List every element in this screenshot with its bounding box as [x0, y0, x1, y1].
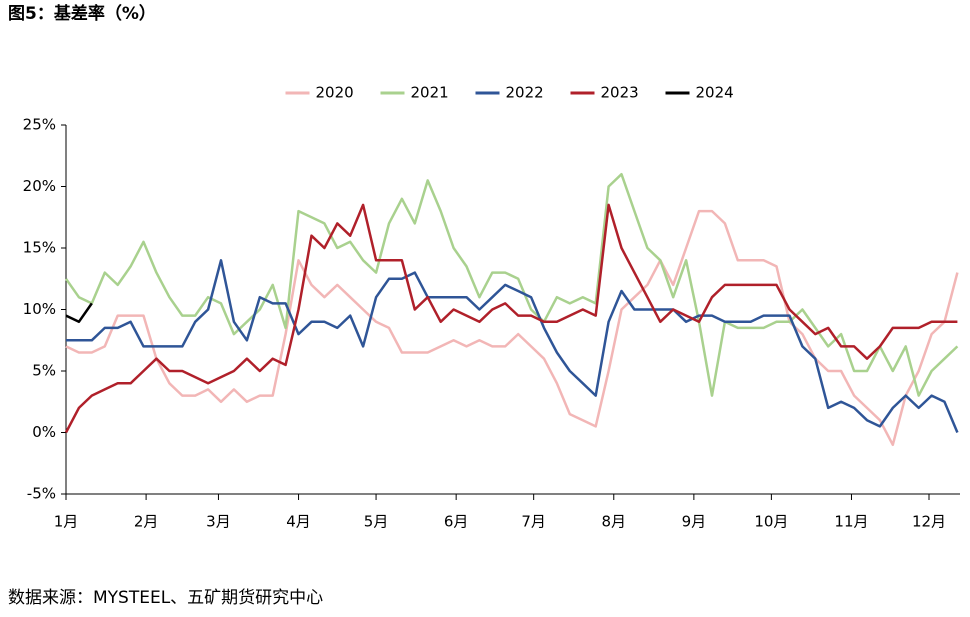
- legend-label: 2022: [506, 84, 544, 102]
- x-tick-label: 7月: [521, 513, 546, 531]
- legend-label: 2023: [601, 84, 639, 102]
- y-tick-label: 15%: [23, 239, 56, 257]
- y-tick-label: 20%: [23, 177, 56, 195]
- x-tick-label: 4月: [286, 513, 311, 531]
- y-tick-label: 0%: [32, 423, 56, 441]
- series-line: [64, 203, 958, 434]
- y-tick-label: 5%: [32, 362, 56, 380]
- series-line: [65, 209, 959, 447]
- series-line: [64, 172, 959, 397]
- x-tick-label: 8月: [601, 513, 626, 531]
- x-tick-label: 12月: [912, 513, 946, 531]
- x-tick-label: 10月: [754, 513, 788, 531]
- y-tick-label: 25%: [23, 116, 56, 134]
- legend-label: 2020: [316, 84, 354, 102]
- x-tick-label: 5月: [364, 513, 389, 531]
- source: 数据来源：MYSTEEL、五矿期货研究中心: [8, 588, 323, 608]
- x-tick-label: 6月: [444, 513, 469, 531]
- series-line: [65, 302, 93, 324]
- x-tick-label: 9月: [682, 513, 707, 531]
- x-tick-label: 2月: [134, 513, 159, 531]
- y-tick-label: -5%: [27, 485, 56, 503]
- title: 图5：基差率（%）: [8, 3, 156, 24]
- x-tick-label: 3月: [206, 513, 231, 531]
- series-line: [66, 259, 959, 433]
- x-tick-label: 1月: [54, 513, 79, 531]
- legend-label: 2021: [411, 84, 449, 102]
- x-tick-label: 11月: [834, 513, 868, 531]
- y-tick-label: 10%: [23, 300, 56, 318]
- legend-label: 2024: [696, 84, 734, 102]
